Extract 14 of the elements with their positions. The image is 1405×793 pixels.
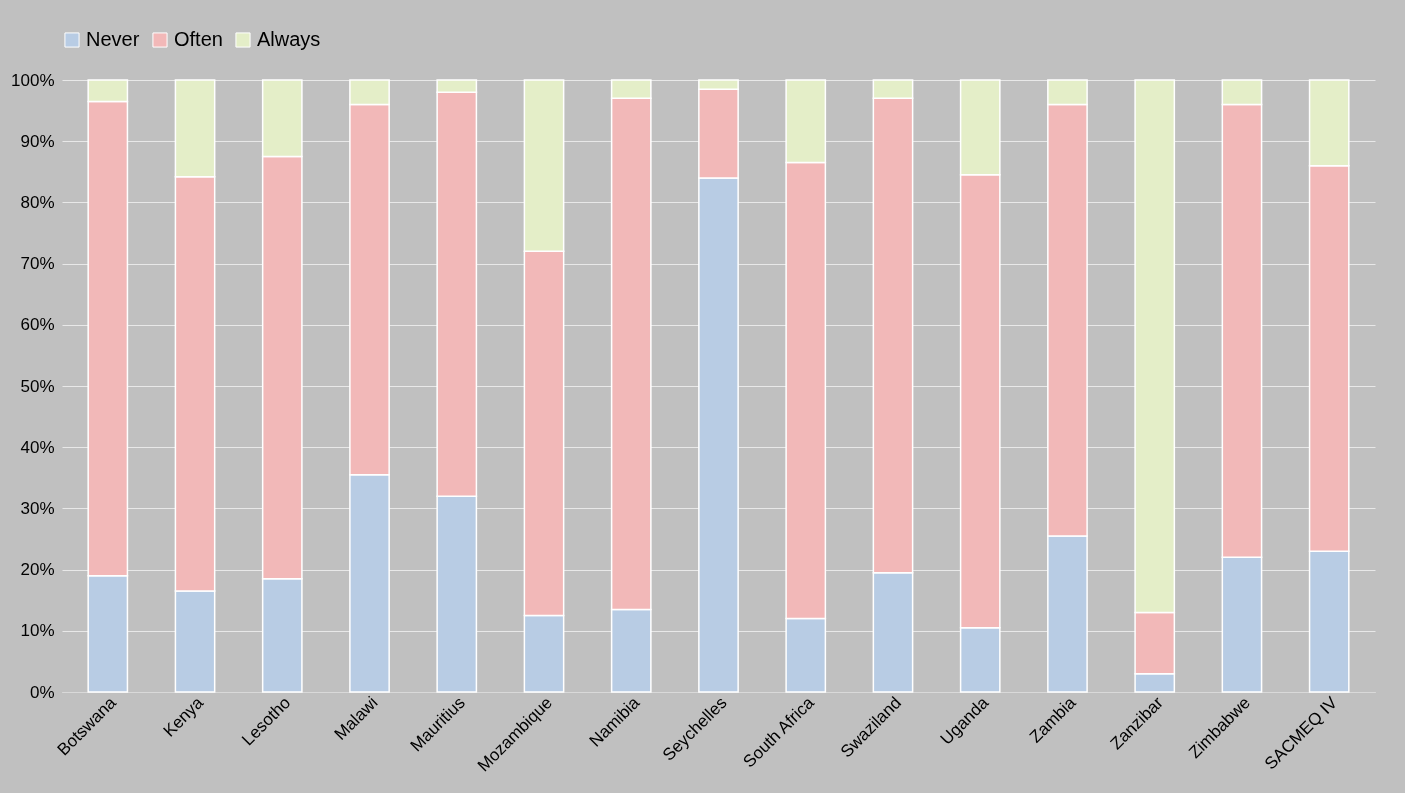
- legend-label: Always: [257, 28, 321, 50]
- y-tick-label: 70%: [20, 254, 55, 274]
- legend-label: Often: [174, 28, 223, 50]
- y-tick-label: 30%: [20, 498, 55, 518]
- y-tick-label: 10%: [20, 621, 55, 641]
- y-tick-label: 100%: [11, 70, 55, 90]
- y-tick-label: 0%: [29, 682, 55, 702]
- y-tick-label: 50%: [20, 376, 55, 396]
- y-tick-label: 60%: [20, 315, 55, 335]
- y-tick-label: 40%: [20, 437, 55, 457]
- y-tick-label: 90%: [20, 131, 55, 151]
- legend-label: Never: [86, 28, 140, 50]
- y-tick-label: 80%: [20, 192, 55, 212]
- y-tick-label: 20%: [20, 560, 55, 580]
